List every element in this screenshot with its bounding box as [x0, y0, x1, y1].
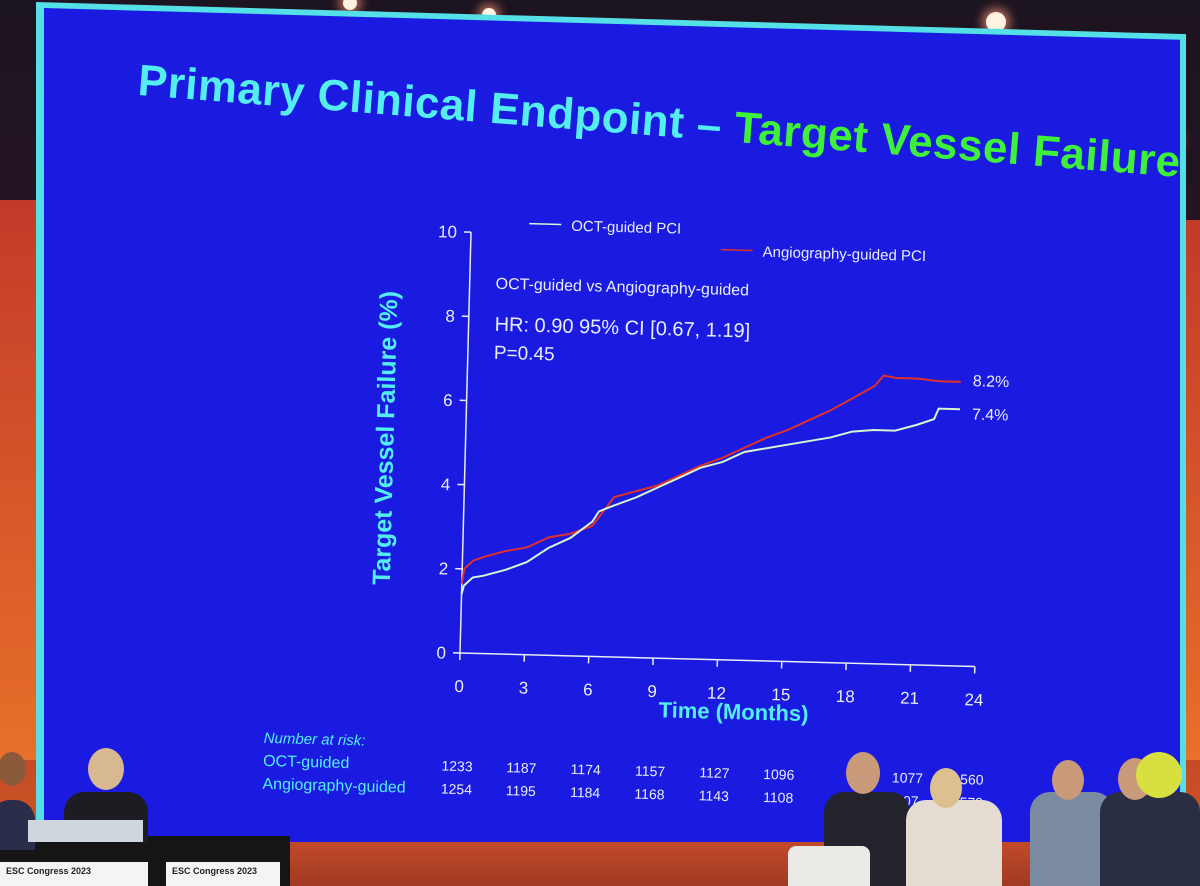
risk-table-cell: 1096 — [763, 766, 795, 783]
panelist-head — [1052, 760, 1084, 800]
y-tick-label: 2 — [438, 559, 448, 578]
x-axis-label: Time (Months) — [658, 697, 809, 726]
annotation-comparison: OCT-guided vs Angiography-guided — [495, 276, 749, 300]
x-tick-label: 21 — [900, 689, 919, 708]
panelist — [906, 800, 1002, 886]
annotation-p-value: P=0.45 — [494, 343, 555, 366]
annotation-hr: HR: 0.90 95% CI [0.67, 1.19] — [494, 314, 750, 343]
x-tick-label: 15 — [771, 685, 790, 704]
series-line-angiography — [460, 374, 961, 584]
y-tick-label: 0 — [436, 643, 446, 662]
risk-table-cell: 1184 — [570, 784, 601, 801]
risk-table-cell: 1254 — [441, 781, 473, 798]
y-axis-line — [459, 232, 472, 654]
panelist — [1100, 792, 1200, 886]
x-tick-label: 12 — [707, 683, 726, 702]
end-label-oct: 7.4% — [972, 407, 1009, 425]
x-tick-label: 3 — [518, 679, 528, 698]
y-axis-label: Target Vessel Failure (%) — [368, 291, 404, 586]
x-tick-label: 0 — [454, 677, 464, 696]
x-tick-label: 24 — [964, 690, 983, 709]
y-tick-label: 10 — [438, 222, 457, 241]
risk-table-cell: 1195 — [506, 782, 537, 799]
end-label-angiography: 8.2% — [973, 373, 1010, 391]
risk-table-cell: 1143 — [699, 787, 730, 804]
legend-oct-swatch — [529, 222, 562, 226]
stage-light — [343, 0, 357, 10]
risk-table-cell: 1157 — [635, 763, 666, 780]
x-tick-label: 9 — [647, 682, 657, 701]
panelist-head — [846, 752, 880, 794]
risk-table-cell: 1077 — [892, 769, 924, 786]
risk-table-cell: 1168 — [634, 786, 665, 803]
laptop — [28, 820, 143, 842]
panelist-head — [0, 752, 26, 786]
stage-light — [986, 12, 1006, 32]
risk-table-cell: 1108 — [763, 789, 794, 806]
legend-angio-label: Angiography-guided PCI — [762, 244, 926, 265]
x-tick-label: 6 — [583, 680, 593, 699]
panelist-head — [88, 748, 124, 790]
y-tick-label: 4 — [441, 475, 451, 494]
risk-table-cell: 1187 — [506, 759, 537, 776]
legend-angio-swatch — [720, 248, 753, 252]
risk-table-cell: 1127 — [699, 764, 730, 781]
y-tick-label: 6 — [443, 391, 453, 410]
legend-oct-label: OCT-guided PCI — [571, 218, 681, 238]
risk-table-cell: 1174 — [570, 761, 601, 778]
risk-row-oct-label: OCT-guided — [263, 753, 350, 772]
trial-logo — [1136, 752, 1182, 798]
risk-table-label: Number at risk: — [263, 730, 365, 750]
series-line-oct — [460, 407, 961, 595]
podium-sign: ESC Congress 2023 — [166, 862, 280, 886]
risk-table-cell: 560 — [960, 771, 984, 788]
y-tick-label: 8 — [445, 307, 455, 326]
podium-sign: ESC Congress 2023 — [0, 862, 148, 886]
risk-table-cell: 1233 — [441, 758, 473, 775]
panelist-head — [930, 768, 962, 808]
risk-row-angio-label: Angiography-guided — [262, 776, 406, 797]
x-tick-label: 18 — [836, 687, 855, 706]
chair — [788, 846, 870, 886]
